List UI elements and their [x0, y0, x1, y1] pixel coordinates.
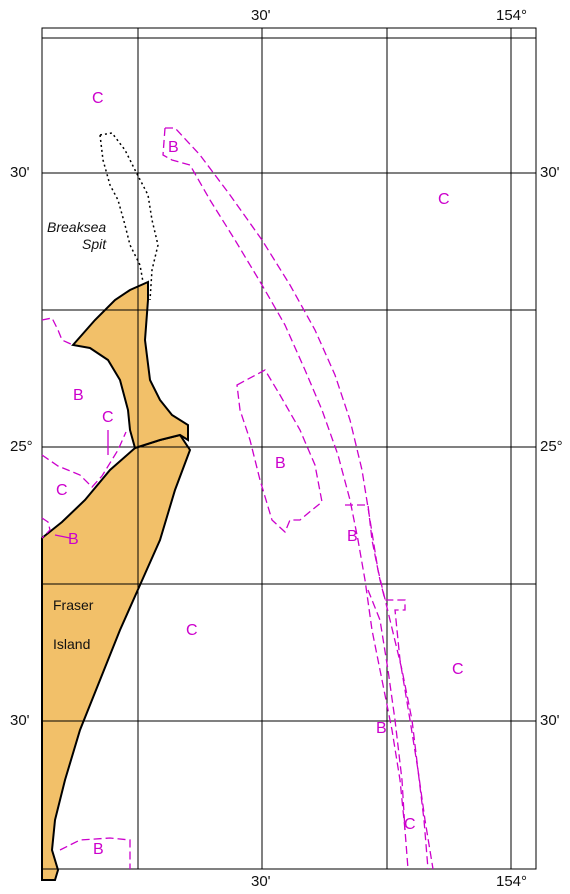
zone-label: B: [68, 531, 79, 548]
graticule: [41, 27, 537, 870]
zone-label: B: [93, 841, 104, 858]
fraser-island-land: [41, 433, 192, 881]
zone-label: C: [438, 191, 450, 208]
top-longitude-label-30: 30': [251, 7, 271, 24]
bottom-longitude-label-154: 154°: [496, 873, 528, 890]
zone-label: B: [73, 387, 84, 404]
sandy-cape-land: [71, 280, 189, 450]
right-latitude-label-30-south: 30': [540, 712, 560, 729]
zone-label: B: [275, 455, 286, 472]
zone-label: B: [347, 528, 358, 545]
right-latitude-label-25: 25°: [540, 438, 563, 455]
zone-label: C: [56, 482, 68, 499]
left-latitude-label-25: 25°: [10, 438, 33, 455]
zone-label: C: [186, 622, 198, 639]
zone-label: C: [404, 816, 416, 833]
island-label: Island: [53, 636, 91, 652]
fraser-label: Fraser: [53, 597, 94, 613]
bottom-longitude-label-30: 30': [251, 873, 271, 890]
right-latitude-label-30-north: 30': [540, 164, 560, 181]
spit-label: Spit: [82, 236, 107, 252]
zone-label: B: [376, 720, 387, 737]
zone-label: C: [452, 661, 464, 678]
breaksea-label: Breaksea: [47, 219, 107, 235]
zone-label: C: [92, 90, 104, 107]
breaksea-spit-reef: [99, 132, 159, 301]
top-longitude-label-154: 154°: [496, 7, 528, 24]
left-latitude-label-30-south: 30': [10, 712, 30, 729]
zone-boundaries: [41, 127, 434, 870]
left-latitude-label-30-north: 30': [10, 164, 30, 181]
zone-label: C: [102, 409, 114, 426]
zone-label: B: [168, 139, 179, 156]
